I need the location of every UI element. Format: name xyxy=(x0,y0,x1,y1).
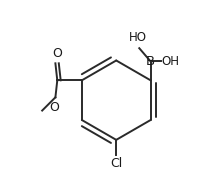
Text: OH: OH xyxy=(162,55,180,68)
Text: HO: HO xyxy=(129,31,147,44)
Text: Cl: Cl xyxy=(110,157,122,170)
Text: B: B xyxy=(146,55,155,68)
Text: O: O xyxy=(52,46,62,60)
Text: O: O xyxy=(49,101,59,115)
